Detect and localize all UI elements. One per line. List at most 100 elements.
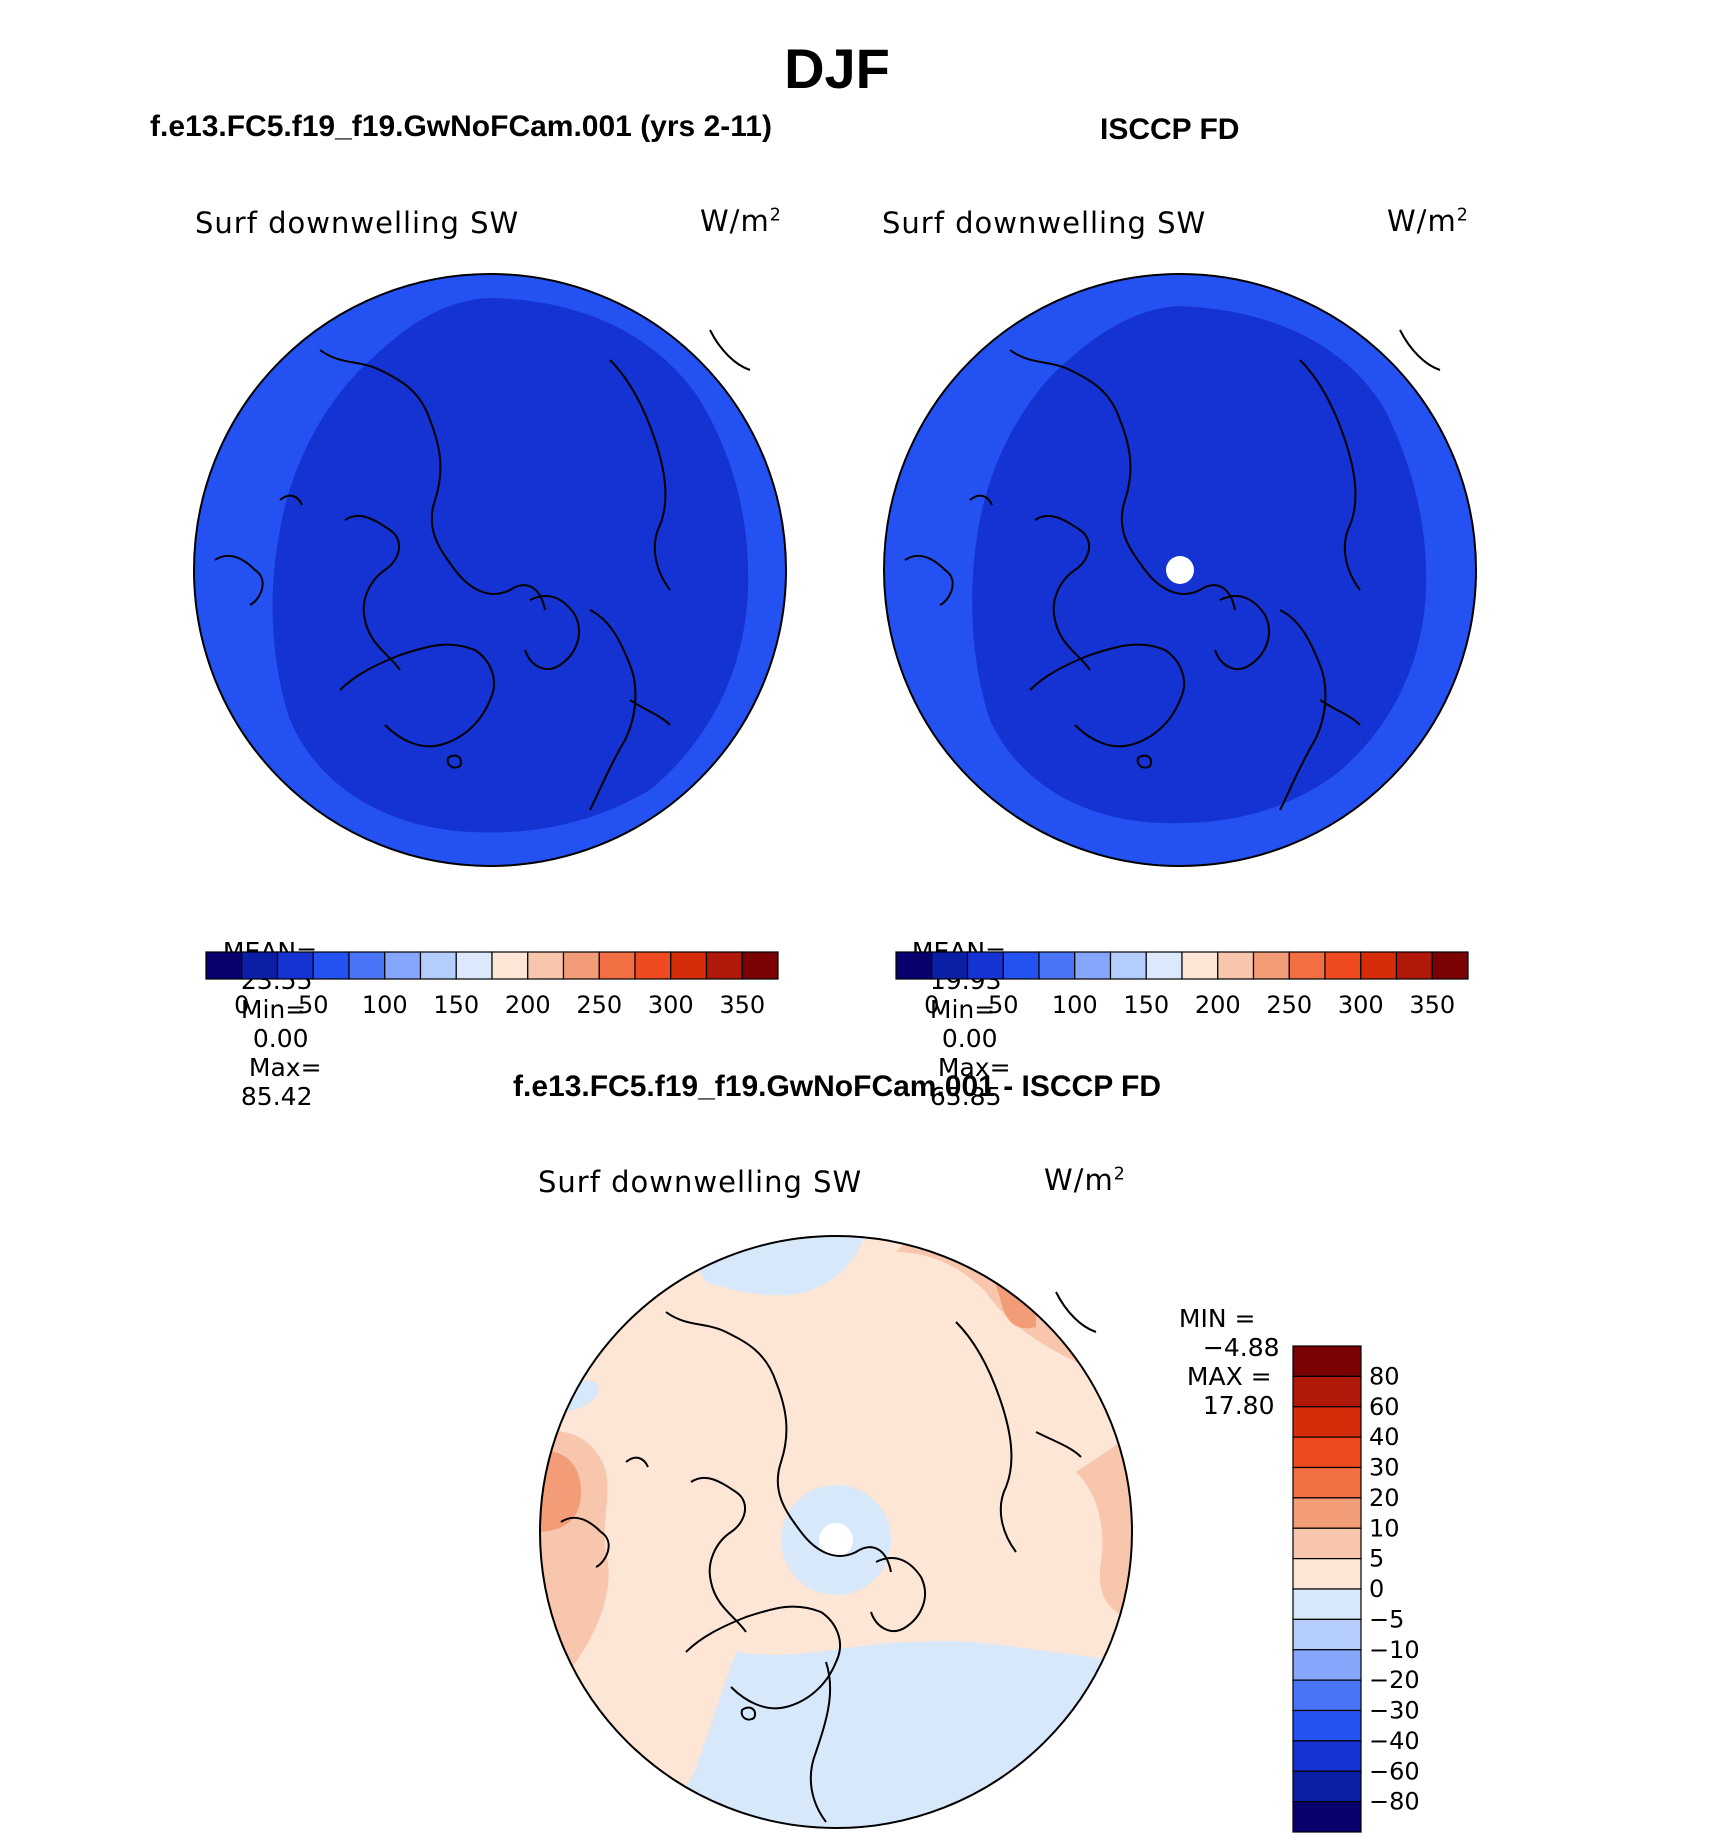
colorbar-swatch [670,951,708,980]
colorbar-swatch [1292,1375,1362,1408]
colorbar-swatch [1292,1466,1362,1499]
case-min-label: Min= [240,995,307,1024]
colorbar-swatch [1292,1527,1362,1560]
colorbar-swatch [1217,951,1255,980]
colorbar-swatch [455,951,493,980]
colorbar-swatch [1292,1649,1362,1681]
missing-pole [819,1523,853,1557]
colorbar-swatch [348,951,386,980]
missing-pole [1166,556,1194,584]
colorbar-tick-label: 150 [1123,991,1169,1019]
colorbar-swatch [1292,1618,1362,1651]
colorbar-tick-label: 150 [433,991,479,1019]
colorbar-swatch [1292,1770,1362,1803]
colorbar-tick-label: 0 [1369,1575,1384,1603]
obs-panel-title: ISCCP FD [1100,113,1240,146]
colorbar-tick-label: 100 [362,991,408,1019]
obs-min-label: Min= [929,995,996,1024]
colorbar-tick-label: 300 [648,991,694,1019]
diff-max-value: 17.80 [1202,1391,1275,1420]
colorbar-swatch [312,951,350,980]
colorbar-swatch [1360,951,1398,980]
colorbar-tick-label: 50 [988,991,1019,1019]
colorbar-swatch [205,951,243,980]
coastlines [560,1291,1097,1823]
colorbar-tick-label: 200 [1195,991,1241,1019]
diff-units-base: W/m [1044,1163,1114,1197]
colorbar-swatch [1181,951,1219,980]
colorbar-swatch [241,951,279,980]
colorbar-swatch [1038,951,1076,980]
diff-stats: MIN = −4.88 MAX = 17.80 [1163,1275,1280,1420]
colorbar-swatch [1324,951,1362,980]
map-border [193,273,787,867]
colorbar-tick-label: 50 [298,991,329,1019]
colorbar-tick-label: −20 [1369,1666,1420,1694]
colorbar-swatch [1431,951,1469,980]
colorbar-tick-label: 0 [234,991,249,1019]
diff-min-value: −4.88 [1202,1333,1280,1362]
colorbar-tick-label: 100 [1052,991,1098,1019]
case-variable-label: Surf downwelling SW [195,206,520,240]
colorbar-tick-label: 250 [576,991,622,1019]
obs-max-label: Max= [937,1053,1011,1082]
contour-0-25 [272,298,749,833]
colorbar-swatch [1395,951,1433,980]
colorbar-swatch [1074,951,1112,980]
coastlines [904,329,1441,811]
map-border [539,1235,1133,1829]
obs-map [883,273,1477,867]
map-border [883,273,1477,867]
colorbar-swatch [931,951,969,980]
colorbar-tick-label: −30 [1369,1697,1420,1725]
colorbar-tick-label: 80 [1369,1362,1400,1390]
colorbar-swatch [634,951,672,980]
colorbar-swatch [1292,1709,1362,1742]
colorbar-swatch [1292,1801,1362,1833]
diff-units-label: W/m2 [1044,1163,1126,1197]
colorbar-swatch [895,951,933,980]
case-units-exp: 2 [769,205,782,226]
colorbar-tick-label: 300 [1338,991,1384,1019]
colorbar-tick-label: −80 [1369,1788,1420,1816]
case-colorbar: 0 50 100 150 200 250 300 350 [205,951,779,1019]
obs-units-exp: 2 [1456,205,1469,226]
obs-variable-label: Surf downwelling SW [882,206,1207,240]
colorbar-swatch [1109,951,1147,980]
colorbar-tick-label: 350 [719,991,765,1019]
colorbar-tick-label: 200 [505,991,551,1019]
obs-max-value: 65.85 [929,1082,1002,1111]
season-title: DJF [784,37,890,100]
colorbar-swatch [1288,951,1326,980]
case-min-value: 0.00 [252,1024,309,1053]
obs-min-value: 0.00 [941,1024,998,1053]
colorbar-swatch [1252,951,1290,980]
case-max-value: 85.42 [240,1082,313,1111]
diff-max-label: MAX = [1186,1362,1272,1391]
colorbar-tick-label: 40 [1369,1423,1400,1451]
colorbar-tick-label: 0 [924,991,939,1019]
colorbar-swatch [1292,1679,1362,1712]
obs-units-base: W/m [1387,204,1457,238]
colorbar-swatch [491,951,529,980]
colorbar-swatch [1292,1406,1362,1438]
colorbar-swatch [598,951,636,980]
case-units-label: W/m2 [700,204,782,238]
diff-map [539,1235,1133,1829]
colorbar-tick-label: 20 [1369,1484,1400,1512]
colorbar-tick-label: 10 [1369,1514,1400,1542]
colorbar-swatch [562,951,600,980]
case-panel-title: f.e13.FC5.f19_f19.GwNoFCam.001 (yrs 2-11… [150,110,772,143]
obs-units-label: W/m2 [1387,204,1469,238]
colorbar-tick-label: −60 [1369,1757,1420,1785]
colorbar-swatch [384,951,422,980]
diff-variable-label: Surf downwelling SW [538,1165,863,1199]
colorbar-swatch [276,951,314,980]
colorbar-swatch [1292,1497,1362,1529]
coastlines [214,329,751,811]
colorbar-swatch [1292,1345,1362,1377]
contour-0-25 [972,306,1427,824]
colorbar-swatch [966,951,1004,980]
diff-panel-title: f.e13.FC5.f19_f19.GwNoFCam.001 - ISCCP F… [513,1070,1161,1103]
